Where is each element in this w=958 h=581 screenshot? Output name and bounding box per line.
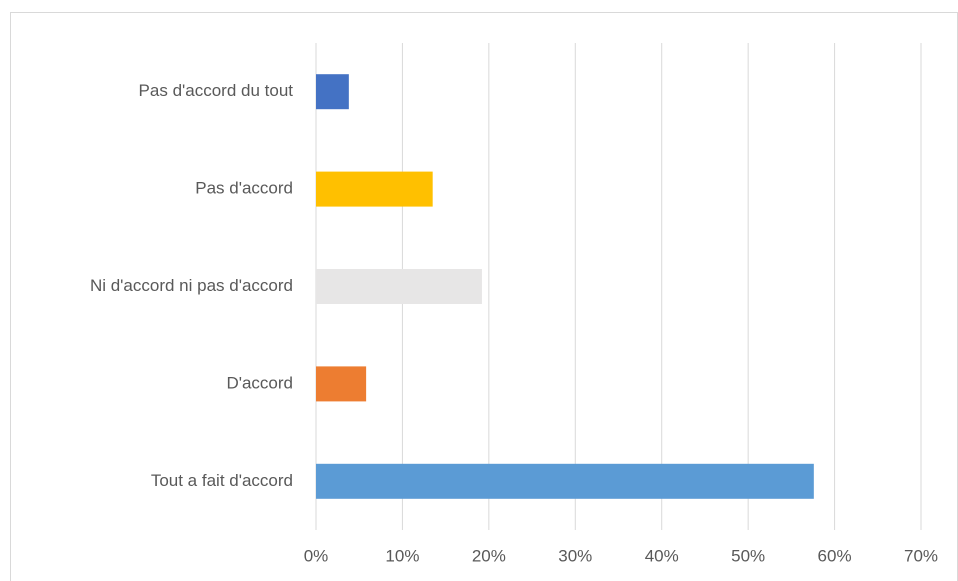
x-tick-label: 40% bbox=[645, 546, 679, 565]
y-tick-label: Pas d'accord du tout bbox=[139, 81, 294, 100]
y-tick-label: Ni d'accord ni pas d'accord bbox=[90, 276, 293, 295]
y-tick-label: Pas d'accord bbox=[195, 179, 293, 198]
x-tick-label: 0% bbox=[304, 546, 329, 565]
bar bbox=[316, 74, 349, 110]
bar bbox=[316, 366, 367, 402]
bar bbox=[316, 269, 482, 304]
x-tick-label: 60% bbox=[818, 546, 852, 565]
x-tick-label: 10% bbox=[385, 546, 419, 565]
y-tick-label: D'accord bbox=[226, 373, 293, 392]
x-tick-label: 30% bbox=[558, 546, 592, 565]
x-tick-label: 20% bbox=[472, 546, 506, 565]
bar bbox=[316, 463, 814, 499]
y-tick-label: Tout a fait d'accord bbox=[151, 471, 293, 490]
bar bbox=[316, 171, 433, 207]
x-tick-label: 50% bbox=[731, 546, 765, 565]
x-tick-label: 70% bbox=[904, 546, 938, 565]
